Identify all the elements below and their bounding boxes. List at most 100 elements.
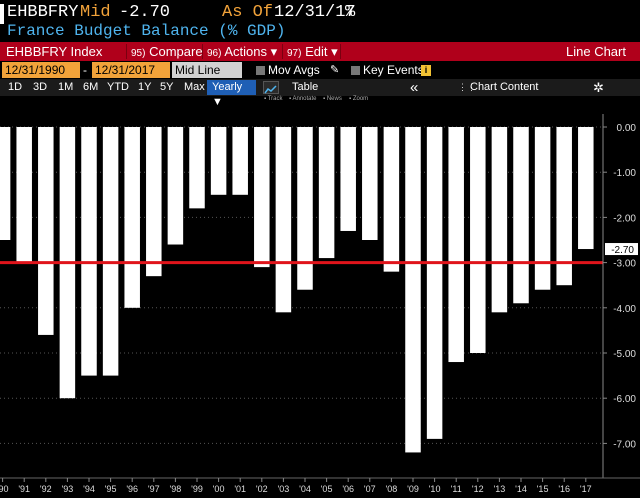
x-tick-label: '96 <box>126 484 138 494</box>
bar-00[interactable] <box>210 127 227 195</box>
x-tick-label: '99 <box>191 484 203 494</box>
track-label: Track <box>267 96 283 102</box>
bar-90[interactable] <box>0 127 11 240</box>
bar-02[interactable] <box>254 127 270 268</box>
asof-value: 12/31/17 <box>274 3 356 22</box>
bar-91[interactable] <box>16 127 32 263</box>
budget-balance-chart[interactable]: 0.00 -1.00 -2.00 -3.00 -4.00 -5.00 -6.00 -7.00 -… <box>0 106 640 498</box>
x-tick-label: '12 <box>472 484 484 494</box>
bar-17[interactable] <box>578 127 594 250</box>
period-1y[interactable]: 1Y <box>138 81 152 93</box>
period-5y[interactable]: 5Y <box>160 81 174 93</box>
bar-01[interactable] <box>232 127 248 195</box>
header-marker <box>0 4 4 24</box>
news-label: News <box>326 96 342 102</box>
line-chart-icon[interactable] <box>263 81 279 94</box>
x-tick-label: '08 <box>386 484 398 494</box>
x-tick-label: '03 <box>278 484 290 494</box>
bar-16[interactable] <box>556 127 572 286</box>
x-tick-label: '06 <box>342 484 354 494</box>
table-button[interactable]: Table <box>292 81 319 93</box>
bar-13[interactable] <box>491 127 508 313</box>
key-events-label[interactable]: Key Events <box>363 63 424 77</box>
track-tool[interactable]: ▪ Track <box>264 96 282 102</box>
x-tick-label: '04 <box>299 484 311 494</box>
bar-12[interactable] <box>470 127 486 353</box>
last-value-tag <box>605 243 638 256</box>
index-label[interactable]: EHBBFRY Index <box>6 44 103 59</box>
compare-button[interactable]: 95) Compare <box>131 42 203 61</box>
period-ytd[interactable]: YTD <box>107 81 129 93</box>
frequency-select[interactable]: Yearly ▼ <box>207 80 256 108</box>
x-tick-label: '09 <box>407 484 419 494</box>
x-tick-label: '93 <box>62 484 74 494</box>
x-tick-label: '15 <box>537 484 549 494</box>
edit-button[interactable]: 97) Edit ▾ <box>287 42 338 61</box>
actions-label: Actions ▾ <box>224 44 278 59</box>
function-toolbar: EHBBFRY Index 95) Compare 96) Actions ▾ … <box>0 42 640 61</box>
range-bar: 12/31/1990 - 12/31/2017 Mid Line Mov Avg… <box>0 61 640 79</box>
track-icon: ▪ <box>264 96 267 102</box>
pencil-icon[interactable]: ✎ <box>330 64 340 76</box>
bar-10[interactable] <box>426 127 443 439</box>
bar-15[interactable] <box>534 127 551 290</box>
x-tick-label: '14 <box>515 484 527 494</box>
news-tool[interactable]: ▪ News <box>323 96 342 102</box>
mov-avgs-label[interactable]: Mov Avgs <box>268 63 320 77</box>
end-date-field[interactable]: 12/31/2017 <box>92 62 170 78</box>
period-1m[interactable]: 1M <box>58 81 74 93</box>
info-icon[interactable]: i <box>421 65 431 76</box>
y-tick-label: -4.00 <box>613 304 636 315</box>
bar-03[interactable] <box>275 127 292 313</box>
period-1d[interactable]: 1D <box>8 81 23 93</box>
bar-98[interactable] <box>167 127 184 245</box>
chart-type-label[interactable]: Line Chart <box>566 44 626 59</box>
date-dash: - <box>83 63 87 77</box>
bar-04[interactable] <box>297 127 313 290</box>
mov-avgs-checkbox[interactable] <box>256 66 265 75</box>
period-max[interactable]: Max <box>184 81 205 93</box>
actions-number: 96) <box>207 48 222 59</box>
bar-05[interactable] <box>318 127 335 259</box>
collapse-icon[interactable]: « <box>410 79 419 96</box>
bar-92[interactable] <box>38 127 54 335</box>
chart-content-icon[interactable]: ⋮⋮ <box>458 82 476 92</box>
chart-bars <box>0 127 594 453</box>
news-icon: ▪ <box>323 96 326 102</box>
period-bar: 1D 3D 1M 6M YTD 1Y 5Y Max Yearly ▼ Table… <box>0 79 640 108</box>
bar-99[interactable] <box>189 127 205 209</box>
bar-08[interactable] <box>383 127 400 272</box>
zoom-icon: ▪ <box>349 96 352 102</box>
y-tick-label: -2.00 <box>613 213 636 224</box>
gear-icon[interactable]: ✲ <box>593 80 604 95</box>
bar-14[interactable] <box>513 127 529 304</box>
bar-96[interactable] <box>124 127 140 308</box>
ticker-symbol[interactable]: EHBBFRY <box>7 3 79 22</box>
start-date-field[interactable]: 12/31/1990 <box>2 62 80 78</box>
period-6m[interactable]: 6M <box>83 81 99 93</box>
chart-tools: ▪ Track ▪ Annotate ▪ News ▪ Zoom <box>0 96 640 106</box>
annotate-tool[interactable]: ▪ Annotate <box>289 96 317 102</box>
bar-11[interactable] <box>448 127 464 363</box>
y-axis: 0.00 -1.00 -2.00 -3.00 -4.00 -5.00 -6.00 -7.00 -… <box>602 114 638 478</box>
percent-symbol: % <box>345 3 356 22</box>
bar-07[interactable] <box>362 127 378 240</box>
x-tick-label: '95 <box>105 484 117 494</box>
security-header: EHBBFRY Mid -2.70 As Of 12/31/17 % Franc… <box>0 0 640 42</box>
bar-97[interactable] <box>146 127 162 277</box>
key-events-checkbox[interactable] <box>351 66 360 75</box>
x-tick-label: '90 <box>0 484 8 494</box>
mode-select[interactable]: Mid Line <box>172 62 242 78</box>
actions-button[interactable]: 96) Actions ▾ <box>207 42 277 61</box>
chart-content-button[interactable]: Chart Content <box>470 81 539 93</box>
bar-94[interactable] <box>81 127 97 376</box>
x-tick-label: '13 <box>494 484 506 494</box>
security-description: France Budget Balance (% GDP) <box>7 22 286 40</box>
bar-09[interactable] <box>405 127 421 453</box>
y-tick-label: -3.00 <box>613 259 636 270</box>
zoom-tool[interactable]: ▪ Zoom <box>349 96 368 102</box>
x-tick-label: '02 <box>256 484 268 494</box>
bar-95[interactable] <box>102 127 119 376</box>
bar-06[interactable] <box>340 127 356 231</box>
period-3d[interactable]: 3D <box>33 81 48 93</box>
